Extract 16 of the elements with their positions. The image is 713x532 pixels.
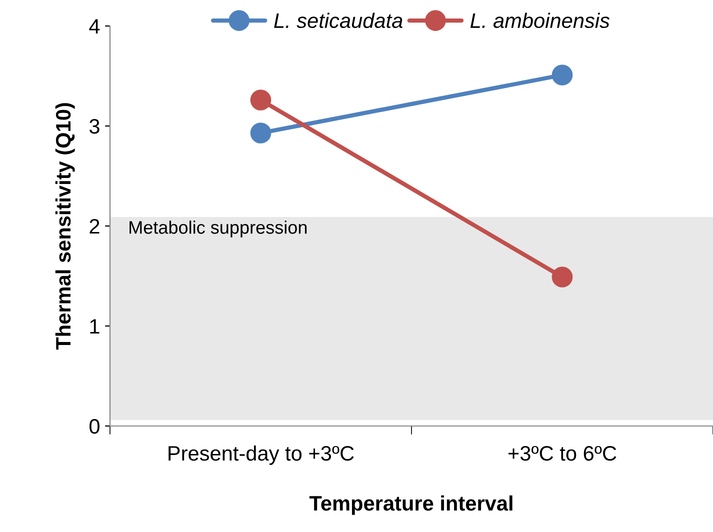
legend-label: L. amboinensis — [470, 12, 610, 28]
point — [250, 90, 272, 110]
y-tick-label: 4 — [89, 19, 100, 34]
x-tick-label: +3ºC to 6ºC — [508, 446, 616, 461]
y-tick-label: 2 — [90, 219, 100, 234]
y-tick-label: 1 — [90, 319, 100, 334]
y-tick-label: 3 — [89, 119, 100, 134]
y-axis-title: Thermal sensitivity (Q10) — [55, 103, 75, 350]
x-tick-label: Present-day to +3ºC — [168, 445, 354, 465]
y-tick-label: 0 — [90, 419, 100, 434]
point — [552, 64, 573, 86]
band-label: Metabolic suppression — [130, 220, 307, 238]
legend-label: L. seticaudata — [274, 12, 402, 28]
x-axis-title: Temperature interval — [309, 495, 512, 515]
point — [552, 266, 573, 288]
point — [250, 122, 272, 144]
